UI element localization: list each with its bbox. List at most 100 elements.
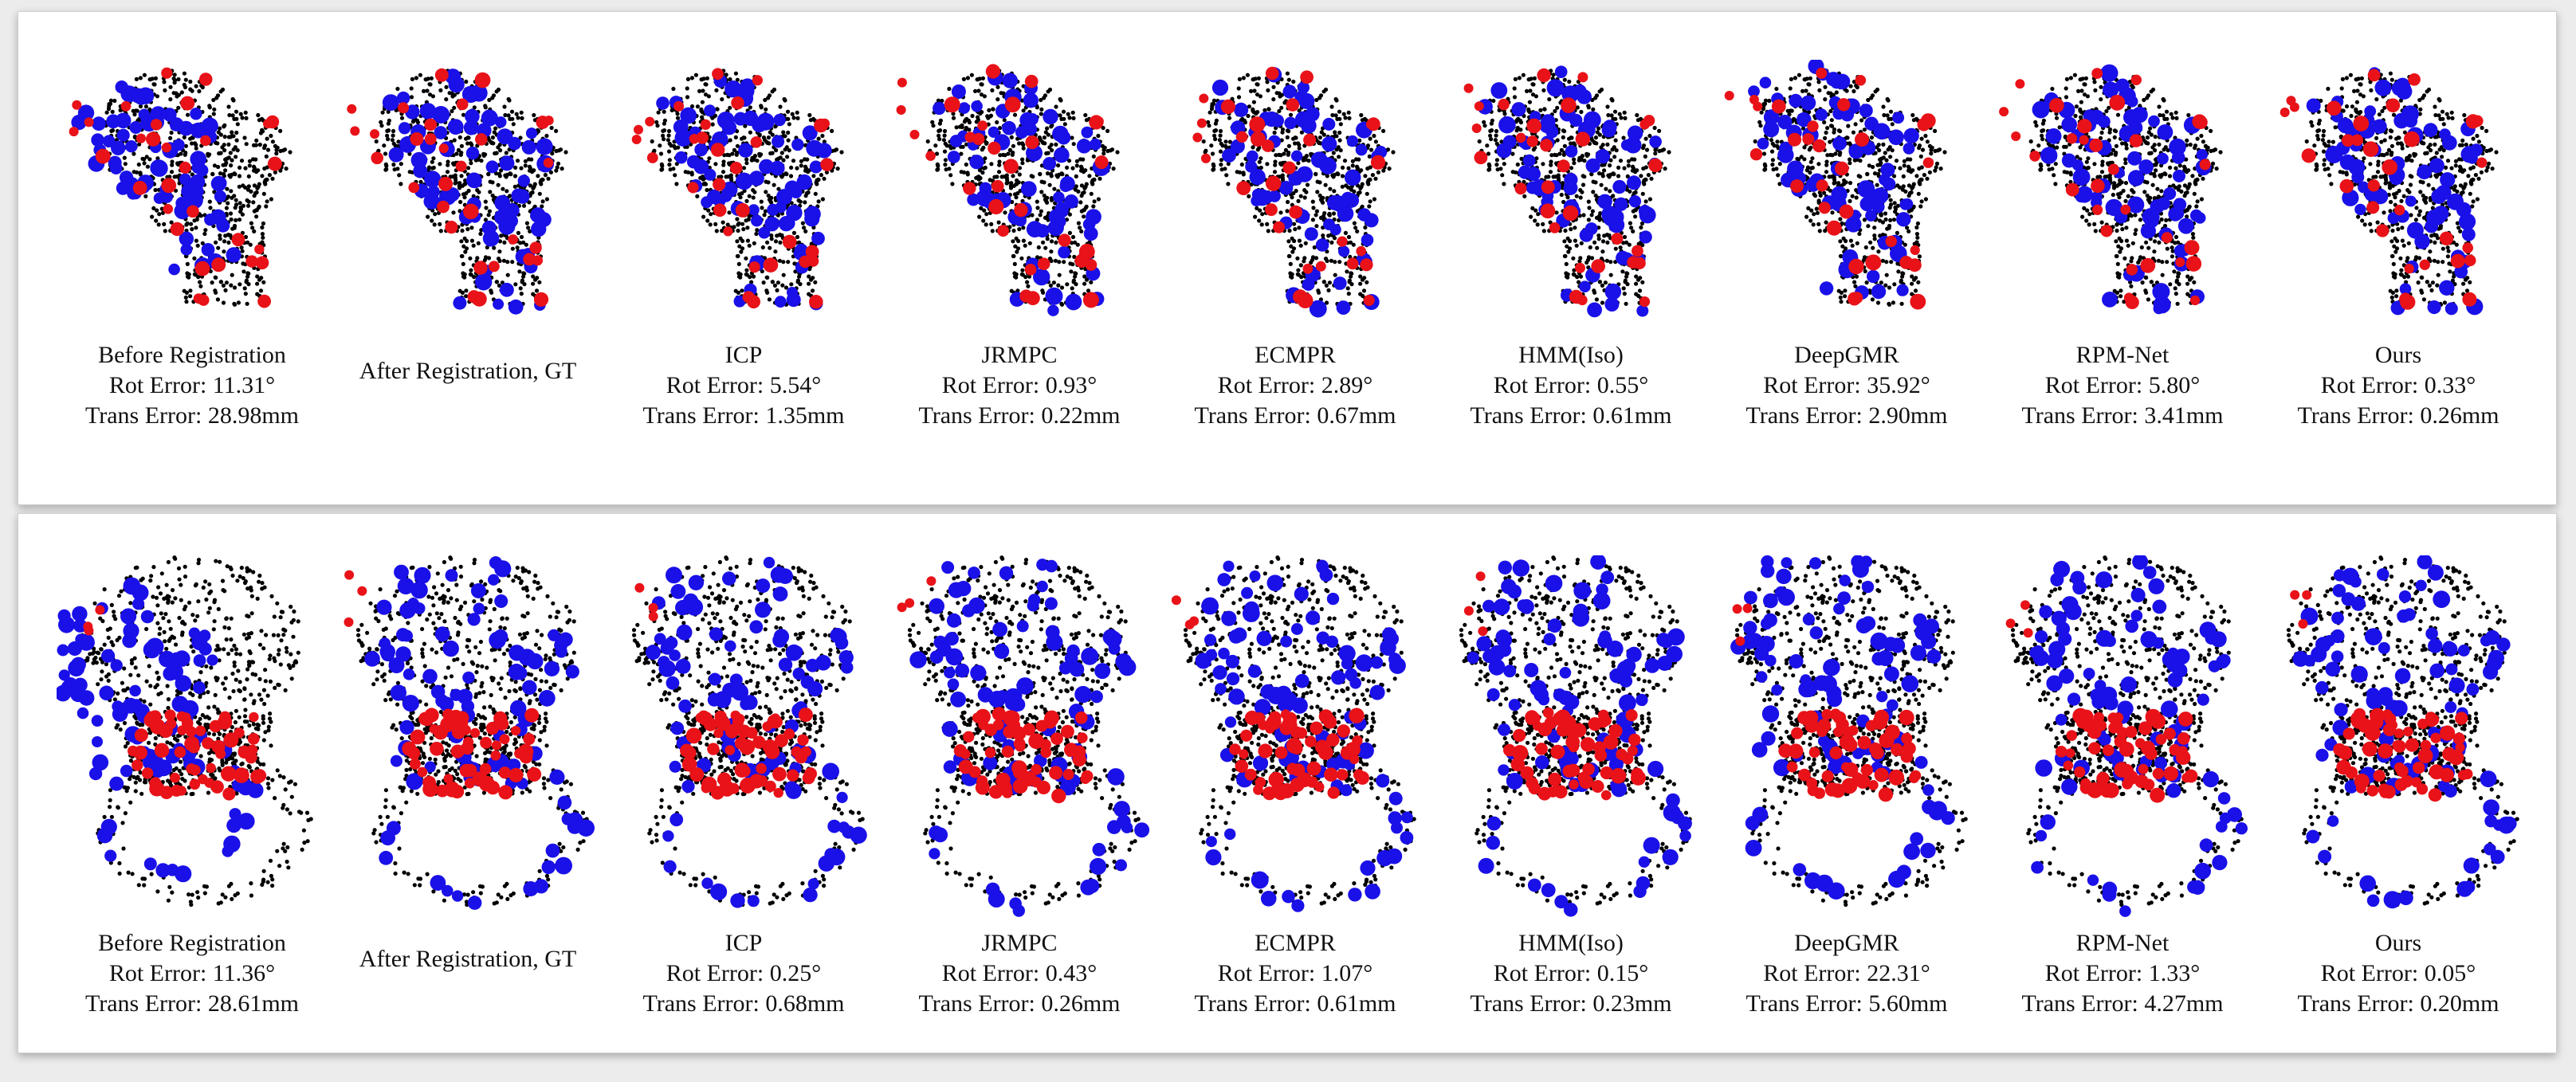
method-label: After Registration, GT [359, 358, 577, 384]
method-label: Ours [2374, 930, 2422, 956]
method-label: HMM(Iso) [1518, 342, 1624, 368]
translation-error: Trans Error: 0.26mm [2297, 402, 2499, 429]
point-cloud-hip-5 [1459, 555, 1692, 917]
method-label: RPM-Net [2075, 342, 2170, 368]
result-hip-1: After Registration, GT [332, 514, 603, 1053]
translation-error: Trans Error: 3.41mm [2021, 402, 2224, 429]
result-hip-5: HMM(Iso) Rot Error: 0.15° Trans Error: 0.2… [1435, 514, 1706, 1053]
rotation-error: Rot Error: 0.33° [2320, 372, 2476, 398]
method-label: HMM(Iso) [1518, 930, 1624, 956]
rotation-error: Rot Error: 35.92° [1763, 372, 1930, 398]
rotation-error: Rot Error: 0.15° [1493, 960, 1649, 986]
result-caption: DeepGMR Rot Error: 35.92° Trans Error: 2.9… [1703, 340, 1990, 431]
method-label: RPM-Net [2075, 930, 2170, 956]
method-label: DeepGMR [1794, 342, 1899, 368]
result-caption: DeepGMR Rot Error: 22.31° Trans Error: 5.6… [1703, 928, 1990, 1019]
result-caption: ECMPR Rot Error: 1.07° Trans Error: 0.61mm [1152, 928, 1439, 1019]
rotation-error: Rot Error: 11.36° [108, 960, 276, 986]
result-caption: Ours Rot Error: 0.33° Trans Error: 0.26mm [2255, 340, 2542, 431]
point-cloud-femur-4 [1192, 66, 1396, 318]
result-caption: Before Registration Rot Error: 11.31° Tran… [49, 340, 336, 431]
translation-error: Trans Error: 1.35mm [642, 402, 845, 429]
target-points [897, 576, 1094, 804]
result-femur-6: DeepGMR Rot Error: 35.92° Trans Error: 2.9… [1711, 12, 1982, 504]
point-cloud-femur-0 [69, 67, 293, 308]
translation-error: Trans Error: 0.61mm [1194, 990, 1396, 1017]
rotation-error: Rot Error: 0.43° [941, 960, 1098, 986]
result-hip-7: RPM-Net Rot Error: 1.33° Trans Error: 4.27… [1987, 514, 2258, 1053]
translation-error: Trans Error: 0.67mm [1194, 402, 1396, 429]
translation-error: Trans Error: 28.61mm [84, 990, 300, 1017]
result-hip-3: JRMPC Rot Error: 0.43° Trans Error: 0.26mm [884, 514, 1155, 1053]
rotation-error: Rot Error: 2.89° [1217, 372, 1373, 398]
hip-results-panel: Before Registration Rot Error: 11.36° Tran… [18, 513, 2557, 1053]
point-cloud-femur-2 [631, 68, 844, 311]
result-caption: Ours Rot Error: 0.05° Trans Error: 0.20mm [2255, 928, 2542, 1019]
target-points [2280, 69, 2488, 310]
rotation-error: Rot Error: 5.54° [666, 372, 822, 398]
result-femur-2: ICP Rot Error: 5.54° Trans Error: 1.35mm [608, 12, 879, 504]
result-caption: Before Registration Rot Error: 11.36° Tran… [49, 928, 336, 1019]
point-cloud-hip-8 [2286, 555, 2519, 909]
target-points [631, 68, 834, 309]
target-points [83, 605, 267, 801]
target-points [1999, 68, 2211, 309]
source-points [2029, 555, 2248, 917]
method-label: Before Registration [98, 930, 286, 956]
result-caption: HMM(Iso) Rot Error: 0.15° Trans Error: 0.2… [1427, 928, 1714, 1019]
point-cloud-femur-5 [1463, 65, 1671, 318]
result-caption: After Registration, GT [324, 356, 611, 386]
result-caption: ECMPR Rot Error: 2.89° Trans Error: 0.67mm [1152, 340, 1439, 431]
point-cloud-femur-6 [1724, 60, 1947, 310]
result-hip-4: ECMPR Rot Error: 1.07° Trans Error: 0.61mm [1160, 514, 1431, 1053]
method-label: DeepGMR [1794, 930, 1899, 956]
method-label: JRMPC [981, 930, 1058, 956]
source-points [2032, 64, 2212, 315]
translation-error: Trans Error: 5.60mm [1745, 990, 1948, 1017]
result-femur-1: After Registration, GT [332, 12, 603, 504]
result-caption: JRMPC Rot Error: 0.93° Trans Error: 0.22mm [876, 340, 1163, 431]
rotation-error: Rot Error: 0.05° [2320, 960, 2476, 986]
rotation-error: Rot Error: 11.31° [108, 372, 276, 398]
target-points [69, 67, 282, 308]
point-cloud-femur-8 [2280, 67, 2499, 316]
translation-error: Trans Error: 0.22mm [918, 402, 1121, 429]
point-cloud-hip-7 [2005, 555, 2248, 917]
result-hip-6: DeepGMR Rot Error: 22.31° Trans Error: 5.6… [1711, 514, 1982, 1053]
point-cloud-femur-7 [1999, 64, 2223, 315]
translation-error: Trans Error: 2.90mm [1745, 402, 1948, 429]
translation-error: Trans Error: 0.26mm [918, 990, 1121, 1017]
target-points [1732, 603, 1922, 802]
method-label: Before Registration [98, 342, 286, 368]
result-caption: ICP Rot Error: 5.54° Trans Error: 1.35mm [600, 340, 887, 431]
target-points [2290, 590, 2473, 802]
result-caption: RPM-Net Rot Error: 1.33° Trans Error: 4.27… [1979, 928, 2266, 1019]
point-cloud-hip-1 [344, 555, 595, 910]
result-hip-2: ICP Rot Error: 0.25° Trans Error: 0.68mm [608, 514, 879, 1053]
rotation-error: Rot Error: 0.93° [941, 372, 1098, 398]
target-points [1192, 66, 1386, 309]
point-cloud-hip-0 [57, 555, 313, 908]
point-cloud-hip-2 [631, 555, 867, 908]
target-points [344, 570, 542, 800]
rotation-error: Rot Error: 1.33° [2044, 960, 2201, 986]
femur-results-panel: Before Registration Rot Error: 11.31° Tran… [18, 11, 2557, 505]
method-label: Ours [2374, 342, 2422, 368]
target-points [1463, 68, 1663, 308]
method-label: ICP [724, 930, 763, 956]
result-femur-7: RPM-Net Rot Error: 5.80° Trans Error: 3.41… [1987, 12, 2258, 504]
rotation-error: Rot Error: 0.25° [666, 960, 822, 986]
point-cloud-hip-6 [1730, 555, 1968, 908]
point-cloud-hip-4 [1171, 555, 1416, 912]
result-caption: JRMPC Rot Error: 0.43° Trans Error: 0.26mm [876, 928, 1163, 1019]
result-hip-0: Before Registration Rot Error: 11.36° Tran… [57, 514, 328, 1053]
result-caption: After Registration, GT [324, 944, 611, 974]
target-points [634, 582, 817, 800]
point-cloud-femur-3 [896, 64, 1120, 316]
target-points [1171, 595, 1369, 801]
method-label: ECMPR [1255, 342, 1336, 368]
target-points [347, 68, 554, 307]
model-points [650, 69, 844, 307]
result-femur-5: HMM(Iso) Rot Error: 0.55° Trans Error: 0.6… [1435, 12, 1706, 504]
result-caption: ICP Rot Error: 0.25° Trans Error: 0.68mm [600, 928, 887, 1019]
